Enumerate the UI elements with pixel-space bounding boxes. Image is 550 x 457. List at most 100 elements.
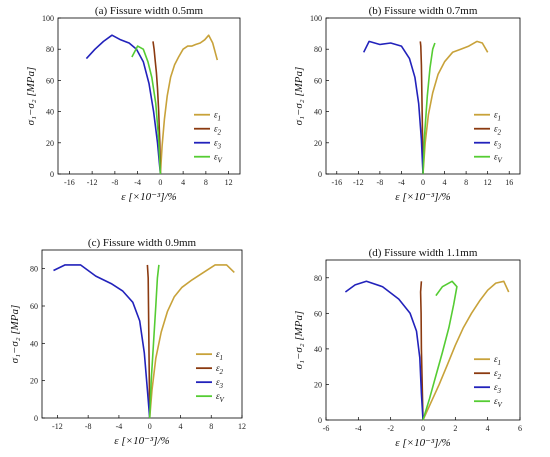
x-tick-label: -12 — [52, 422, 63, 431]
x-axis-label: ε [×10⁻³]/% — [114, 435, 169, 447]
legend-label: εV — [494, 396, 503, 409]
series-line-εV — [148, 264, 160, 419]
x-tick-label: 8 — [204, 178, 208, 187]
y-tick-label: 80 — [314, 274, 322, 283]
legend-label: εV — [214, 152, 223, 165]
legend-label: ε3 — [494, 382, 502, 395]
y-tick-label: 40 — [46, 108, 54, 117]
chart-title: (a) Fissure width 0.5mm — [95, 5, 204, 17]
y-tick-label: 60 — [30, 302, 38, 311]
y-tick-label: 20 — [314, 380, 322, 389]
legend-label: ε2 — [214, 124, 222, 137]
y-tick-label: 80 — [46, 45, 54, 54]
y-axis-label: σ₁−σ₂ [MPa] — [293, 67, 305, 126]
x-tick-label: -12 — [353, 178, 364, 187]
series-line-ε3 — [344, 280, 424, 421]
legend-label: ε1 — [214, 110, 221, 123]
y-tick-label: 80 — [30, 265, 38, 274]
x-tick-label: -6 — [323, 424, 330, 433]
series-line-ε2 — [419, 41, 424, 175]
chart-title: (d) Fissure width 1.1mm — [369, 247, 478, 259]
y-tick-label: 0 — [318, 416, 322, 425]
y-tick-label: 100 — [310, 14, 322, 23]
chart-panel-3: (c) Fissure width 0.9mm -12 -8 -4 0 4 8 12 0 20 40… — [9, 237, 246, 447]
y-axis-label: σ₁−σ₂ [MPa] — [293, 311, 305, 370]
y-tick-label: 40 — [314, 345, 322, 354]
series-line-ε3 — [85, 34, 162, 175]
y-tick-label: 60 — [314, 76, 322, 85]
y-tick-label: 40 — [30, 339, 38, 348]
x-tick-label: 4 — [486, 424, 490, 433]
chart-panel-2: (b) Fissure width 0.7mm -16 -12 -8 -4 0 4 8 12 16… — [293, 5, 521, 203]
x-tick-label: 0 — [421, 178, 425, 187]
x-tick-label: 4 — [443, 178, 447, 187]
series-line-ε2 — [419, 281, 424, 421]
x-tick-label: -8 — [85, 422, 92, 431]
x-tick-label: 4 — [178, 422, 182, 431]
x-tick-label: 0 — [158, 178, 162, 187]
y-tick-label: 80 — [314, 45, 322, 54]
x-tick-label: -2 — [387, 424, 394, 433]
legend-label: ε2 — [216, 363, 224, 376]
legend-label: ε2 — [494, 368, 502, 381]
y-tick-label: 100 — [42, 14, 54, 23]
x-axis-label: ε [×10⁻³]/% — [395, 191, 450, 203]
series-line-ε3 — [53, 264, 151, 419]
x-tick-label: 8 — [464, 178, 468, 187]
x-tick-label: 16 — [505, 178, 513, 187]
x-tick-label: -4 — [398, 178, 405, 187]
plot-frame — [41, 249, 243, 419]
x-tick-label: 12 — [225, 178, 233, 187]
x-tick-label: 8 — [209, 422, 213, 431]
x-tick-label: -12 — [87, 178, 98, 187]
x-tick-label: 0 — [421, 424, 425, 433]
y-axis-label: σ₁−σ₂ [MPa] — [9, 305, 21, 364]
x-axis-label: ε [×10⁻³]/% — [121, 191, 176, 203]
legend-label: ε1 — [216, 349, 223, 362]
series-line-εV — [131, 45, 162, 175]
y-tick-label: 20 — [30, 377, 38, 386]
x-tick-label: 12 — [238, 422, 246, 431]
legend-label: ε3 — [216, 377, 224, 390]
y-tick-label: 0 — [318, 170, 322, 179]
series-line-ε2 — [152, 41, 162, 175]
legend-label: ε3 — [214, 138, 222, 151]
x-tick-label: -4 — [116, 422, 123, 431]
series-line-ε2 — [146, 264, 151, 419]
series-line-ε1 — [422, 280, 510, 421]
series-line-εV — [422, 42, 436, 175]
x-tick-label: 12 — [484, 178, 492, 187]
x-tick-label: -4 — [134, 178, 141, 187]
x-tick-label: -16 — [331, 178, 342, 187]
x-tick-label: -16 — [64, 178, 75, 187]
series-line-ε1 — [159, 34, 219, 175]
legend-label: εV — [216, 391, 225, 404]
series-line-ε1 — [422, 40, 489, 175]
y-tick-label: 40 — [314, 108, 322, 117]
y-tick-label: 20 — [314, 139, 322, 148]
legend-label: ε2 — [494, 124, 502, 137]
x-tick-label: 6 — [518, 424, 522, 433]
y-tick-label: 20 — [46, 139, 54, 148]
y-tick-label: 60 — [314, 309, 322, 318]
x-tick-label: 2 — [453, 424, 457, 433]
legend-label: ε1 — [494, 354, 501, 367]
y-tick-label: 0 — [50, 170, 54, 179]
legend-label: ε3 — [494, 138, 502, 151]
series-line-ε3 — [362, 40, 424, 175]
legend-label: εV — [494, 152, 503, 165]
series-line-ε1 — [148, 264, 235, 419]
x-tick-label: -8 — [112, 178, 119, 187]
y-tick-label: 0 — [34, 414, 38, 423]
plot-frame — [57, 17, 241, 175]
y-tick-label: 60 — [46, 76, 54, 85]
y-axis-label: σ₁−σ₂ [MPa] — [25, 67, 37, 126]
x-tick-label: -4 — [355, 424, 362, 433]
chart-panel-1: (a) Fissure width 0.5mm -16 -12 -8 -4 0 4 8 12 0 2… — [25, 5, 241, 203]
chart-panel-4: (d) Fissure width 1.1mm-6 -4 -2 0 2 4 60204060… — [293, 247, 522, 449]
legend-label: ε1 — [494, 110, 501, 123]
chart-title: (c) Fissure width 0.9mm — [88, 237, 197, 249]
chart-title: (b) Fissure width 0.7mm — [369, 5, 478, 17]
x-tick-label: -8 — [377, 178, 384, 187]
